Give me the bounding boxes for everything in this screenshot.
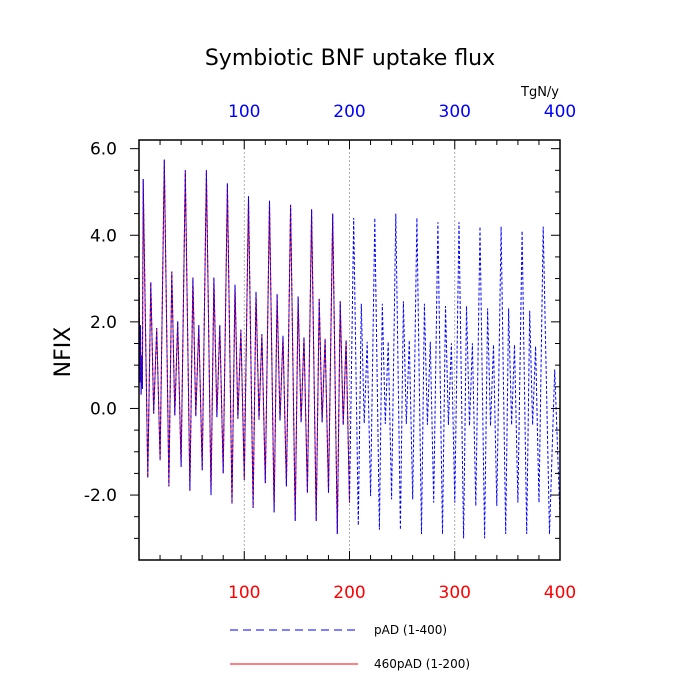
y-tick-label: -2.0 [84, 486, 117, 506]
y-axis-label: NFIX [51, 327, 76, 378]
y-tick-label: 6.0 [90, 140, 117, 160]
axis-ticks [130, 140, 561, 560]
y-tick-label: 0.0 [90, 399, 117, 419]
legend-label-pad: pAD (1-400) [374, 623, 447, 637]
x-tick-label-bottom: 300 [439, 583, 471, 603]
chart-title: Symbiotic BNF uptake flux [205, 46, 495, 71]
x-tick-label-top: 300 [439, 102, 471, 122]
legend: pAD (1-400) 460pAD (1-200) [230, 623, 470, 671]
x-tick-label-top: 200 [333, 102, 365, 122]
x-tick-label-bottom: 100 [228, 583, 260, 603]
x-tick-label-bottom: 400 [544, 583, 576, 603]
x-tick-label-bottom: 200 [333, 583, 365, 603]
x-tick-label-top: 100 [228, 102, 260, 122]
y-tick-label: 4.0 [90, 226, 117, 246]
series-pad [138, 159, 561, 539]
x-tick-label-top: 400 [544, 102, 576, 122]
top-axis-unit: TgN/y [520, 85, 559, 100]
tick-labels: 100 100 200 200 300 300 400 400 -2.0 0.0 2.0 4.0 6.0 [84, 102, 576, 603]
y-tick-label: 2.0 [90, 313, 117, 333]
series-pad-line [138, 159, 561, 539]
legend-label-460pad: 460pAD (1-200) [374, 657, 470, 671]
